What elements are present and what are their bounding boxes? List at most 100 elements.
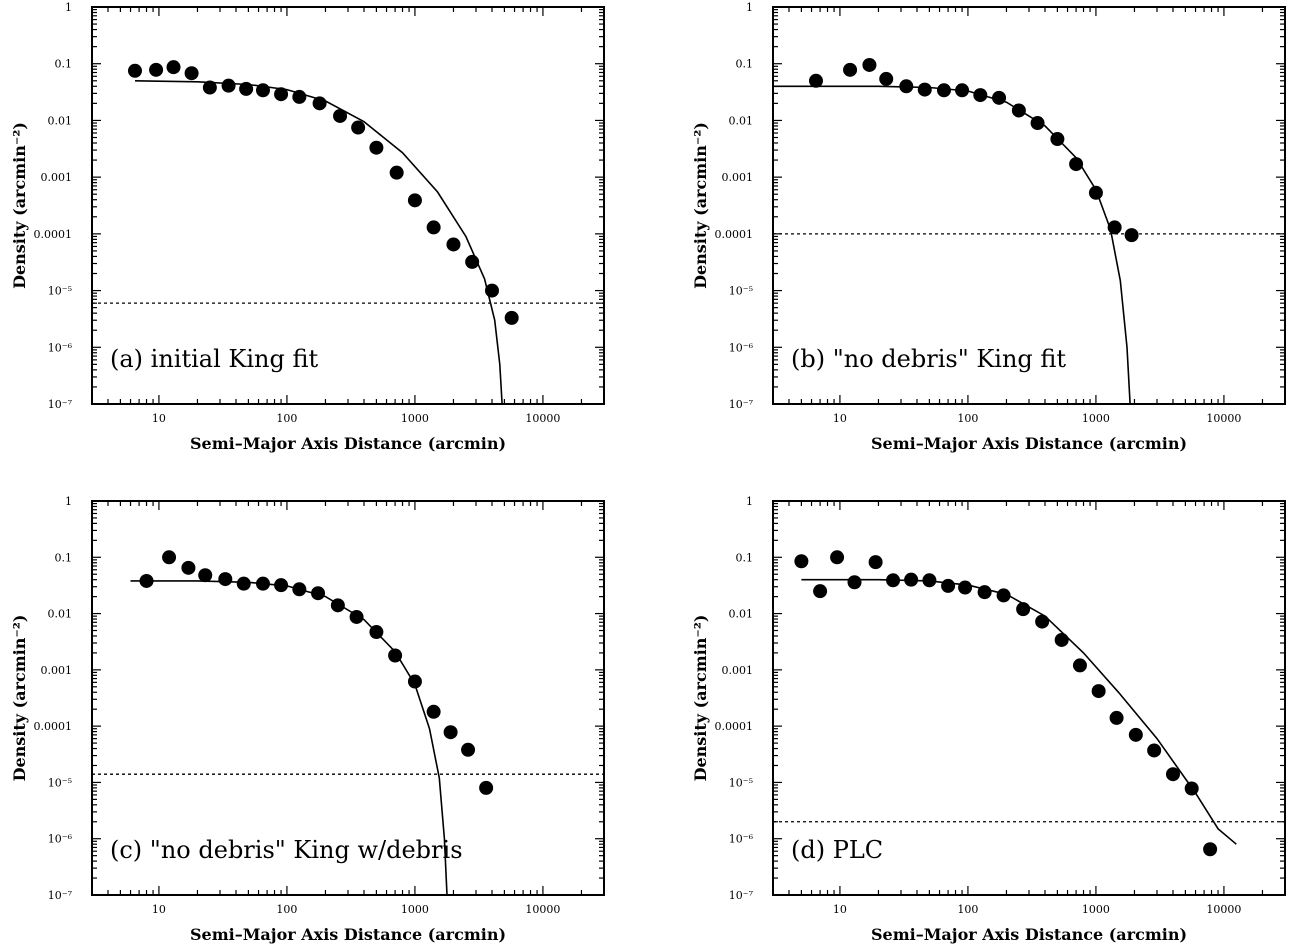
data-point	[996, 588, 1011, 603]
data-point	[274, 87, 289, 102]
data-point	[255, 576, 270, 591]
x-axis-title: Semi–Major Axis Distance (arcmin)	[190, 925, 506, 944]
y-tick-label: 0.1	[736, 58, 754, 71]
panel-d: 10 100 1000 10000 10⁻⁷ 10⁻⁶ 10⁻⁵ 0.0001 0.001 0.0…	[691, 495, 1286, 944]
x-tick-label: 1000	[1082, 903, 1110, 916]
y-tick-label: 0.0001	[715, 720, 754, 733]
y-tick-label: 0.001	[41, 664, 73, 677]
data-point	[1128, 727, 1143, 742]
data-point	[847, 575, 862, 590]
y-tick-label: 0.1	[736, 551, 754, 564]
x-tick-label: 10000	[1206, 903, 1241, 916]
data-point	[369, 140, 384, 155]
fit-curve	[801, 578, 1237, 845]
data-point	[443, 725, 458, 740]
y-axis-title: Density (arcmin⁻²)	[10, 122, 29, 289]
data-point	[1088, 185, 1103, 200]
y-tick-label: 1	[65, 495, 72, 508]
data-point	[333, 108, 348, 123]
x-tick-label: 100	[957, 412, 978, 425]
data-point	[311, 586, 326, 601]
data-point	[236, 576, 251, 591]
x-axis-title: Semi–Major Axis Distance (arcmin)	[871, 925, 1187, 944]
data-point	[369, 625, 384, 640]
y-tick-label: 1	[746, 1, 753, 14]
data-point	[808, 73, 823, 88]
x-tick-label: 10000	[525, 412, 560, 425]
x-tick-label: 100	[276, 412, 297, 425]
data-point	[484, 283, 499, 298]
panel-label: (c) "no debris" King w/debris	[110, 836, 463, 864]
x-axis-title: Semi–Major Axis Distance (arcmin)	[871, 434, 1187, 453]
panel-a: 10 100 1000 10000 10⁻⁷ 10⁻⁶ 10⁻⁵ 0.0001 0.001 0.0…	[10, 1, 605, 453]
y-tick-label: 0.1	[55, 58, 73, 71]
y-tick-label: 10⁻⁶	[729, 833, 754, 846]
y-tick-label: 10⁻⁷	[48, 889, 73, 902]
data-point	[330, 598, 345, 613]
x-axis-title: Semi–Major Axis Distance (arcmin)	[190, 434, 506, 453]
data-point	[162, 550, 177, 565]
data-point	[181, 560, 196, 575]
data-point	[149, 62, 164, 77]
data-point	[1016, 602, 1031, 617]
y-tick-label: 0.0001	[715, 228, 754, 241]
y-tick-label: 10⁻⁶	[48, 341, 73, 354]
data-point	[221, 78, 236, 93]
panel-b: 10 100 1000 10000 10⁻⁷ 10⁻⁶ 10⁻⁵ 0.0001 0.001 0.0…	[691, 1, 1286, 453]
y-tick-label: 10⁻⁵	[729, 285, 753, 298]
x-tick-label: 100	[276, 903, 297, 916]
data-point	[218, 572, 233, 587]
data-point	[479, 780, 494, 795]
data-point	[868, 555, 883, 570]
y-tick-label: 0.01	[48, 114, 73, 127]
data-point	[274, 578, 289, 593]
data-point	[1091, 684, 1106, 699]
data-point	[465, 254, 480, 269]
y-tick-label: 10⁻⁵	[729, 776, 753, 789]
data-point	[407, 193, 422, 208]
data-point	[239, 81, 254, 96]
data-point	[202, 80, 217, 95]
data-point	[879, 71, 894, 86]
data-point	[794, 554, 809, 569]
x-tick-label: 1000	[401, 903, 429, 916]
x-tick-label: 1000	[1082, 412, 1110, 425]
data-point	[886, 573, 901, 588]
y-tick-label: 10⁻⁷	[729, 889, 754, 902]
data-point	[958, 580, 973, 595]
panel-c: 10 100 1000 10000 10⁻⁷ 10⁻⁶ 10⁻⁵ 0.0001 0.001 0.0…	[10, 495, 605, 944]
data-point	[899, 79, 914, 94]
y-tick-label: 10⁻⁷	[729, 398, 754, 411]
data-point	[198, 568, 213, 583]
data-point	[504, 310, 519, 325]
y-axis-title: Density (arcmin⁻²)	[691, 615, 710, 782]
data-point	[843, 62, 858, 77]
data-point	[955, 83, 970, 98]
y-tick-label: 10⁻⁶	[729, 341, 754, 354]
y-axis-title: Density (arcmin⁻²)	[691, 122, 710, 289]
data-point	[1050, 132, 1065, 147]
data-point	[922, 573, 937, 588]
data-point	[1147, 743, 1162, 758]
data-point	[1011, 103, 1026, 118]
y-tick-label: 10⁻⁶	[48, 833, 73, 846]
data-point	[862, 57, 877, 72]
data-point	[1072, 658, 1087, 673]
data-point	[312, 96, 327, 111]
panel-label: (d) PLC	[791, 836, 883, 864]
data-point	[1107, 220, 1122, 235]
x-tick-label: 10	[833, 412, 847, 425]
x-tick-label: 1000	[401, 412, 429, 425]
data-point	[936, 83, 951, 98]
y-axis-title: Density (arcmin⁻²)	[10, 615, 29, 782]
data-point	[1124, 228, 1139, 243]
y-tick-label: 0.0001	[34, 720, 73, 733]
data-point	[813, 584, 828, 599]
x-tick-label: 10	[833, 903, 847, 916]
data-point	[977, 585, 992, 600]
y-tick-label: 0.01	[48, 608, 73, 621]
data-point	[1165, 767, 1180, 782]
y-tick-label: 0.1	[55, 551, 73, 564]
y-tick-label: 0.001	[722, 664, 754, 677]
